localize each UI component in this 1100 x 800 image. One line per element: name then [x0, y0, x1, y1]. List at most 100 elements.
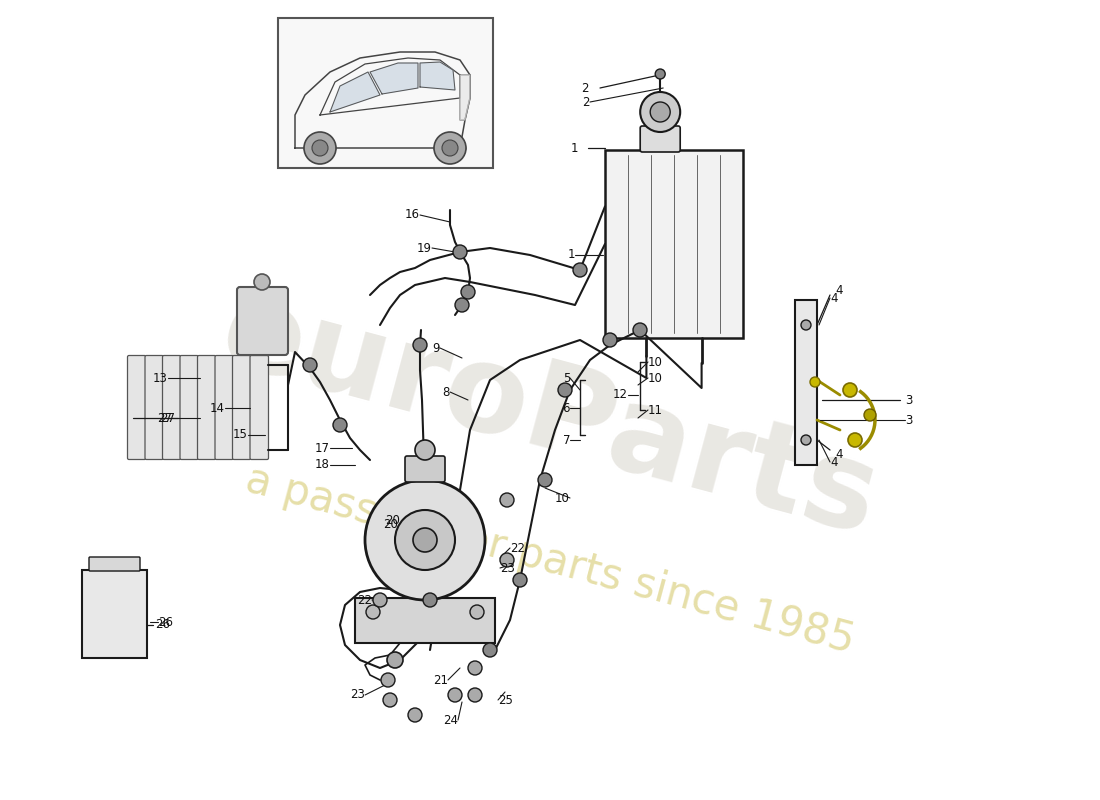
Circle shape: [302, 358, 317, 372]
Text: 27: 27: [160, 411, 175, 425]
FancyBboxPatch shape: [198, 355, 216, 459]
Circle shape: [453, 245, 468, 259]
FancyBboxPatch shape: [214, 355, 233, 459]
FancyBboxPatch shape: [640, 126, 680, 152]
Circle shape: [640, 92, 680, 132]
Text: 4: 4: [830, 455, 837, 469]
Text: 3: 3: [905, 414, 912, 426]
Text: 27: 27: [157, 411, 172, 425]
Text: 2: 2: [583, 95, 590, 109]
Circle shape: [304, 132, 336, 164]
Circle shape: [500, 493, 514, 507]
Text: 10: 10: [648, 371, 663, 385]
Circle shape: [848, 433, 862, 447]
Circle shape: [461, 285, 475, 299]
FancyBboxPatch shape: [128, 355, 146, 459]
Circle shape: [801, 320, 811, 330]
Text: 15: 15: [233, 429, 248, 442]
Text: 9: 9: [432, 342, 440, 354]
Circle shape: [383, 693, 397, 707]
Polygon shape: [330, 72, 380, 112]
Polygon shape: [460, 75, 470, 120]
Text: 22: 22: [358, 594, 372, 606]
Circle shape: [650, 102, 670, 122]
Circle shape: [483, 643, 497, 657]
Circle shape: [381, 673, 395, 687]
Text: 23: 23: [350, 689, 365, 702]
Text: 6: 6: [562, 402, 570, 414]
Circle shape: [434, 132, 466, 164]
Circle shape: [468, 661, 482, 675]
FancyBboxPatch shape: [232, 355, 251, 459]
FancyBboxPatch shape: [82, 570, 147, 658]
Circle shape: [513, 573, 527, 587]
Text: 1: 1: [568, 249, 575, 262]
Text: 4: 4: [835, 283, 843, 297]
Text: 2: 2: [582, 82, 588, 94]
Text: 26: 26: [155, 618, 170, 631]
Text: 1: 1: [571, 142, 578, 154]
Circle shape: [656, 69, 666, 79]
FancyBboxPatch shape: [355, 598, 495, 643]
Text: 24: 24: [443, 714, 458, 726]
Text: 8: 8: [442, 386, 450, 398]
Polygon shape: [420, 62, 455, 90]
Text: 12: 12: [613, 389, 628, 402]
Circle shape: [333, 418, 346, 432]
Circle shape: [415, 440, 434, 460]
Text: 5: 5: [562, 371, 570, 385]
Text: 20: 20: [383, 518, 398, 531]
Circle shape: [468, 688, 482, 702]
FancyBboxPatch shape: [180, 355, 198, 459]
Text: 11: 11: [648, 403, 663, 417]
Circle shape: [387, 652, 403, 668]
Text: 14: 14: [210, 402, 225, 414]
Circle shape: [470, 605, 484, 619]
Text: 22: 22: [510, 542, 525, 554]
FancyBboxPatch shape: [605, 150, 742, 338]
FancyBboxPatch shape: [163, 355, 182, 459]
Circle shape: [442, 140, 458, 156]
Circle shape: [801, 435, 811, 445]
Text: 10: 10: [556, 491, 570, 505]
Circle shape: [366, 605, 379, 619]
Text: 4: 4: [835, 449, 843, 462]
Text: 17: 17: [315, 442, 330, 454]
FancyBboxPatch shape: [795, 300, 817, 465]
Text: 23: 23: [500, 562, 515, 574]
Circle shape: [864, 409, 876, 421]
Circle shape: [373, 593, 387, 607]
FancyBboxPatch shape: [278, 18, 493, 168]
Circle shape: [365, 480, 485, 600]
Circle shape: [500, 553, 514, 567]
Circle shape: [408, 708, 422, 722]
Circle shape: [424, 593, 437, 607]
Circle shape: [632, 323, 647, 337]
Circle shape: [395, 510, 455, 570]
Circle shape: [412, 528, 437, 552]
Circle shape: [448, 688, 462, 702]
Circle shape: [312, 140, 328, 156]
Circle shape: [573, 263, 587, 277]
Circle shape: [810, 377, 820, 387]
FancyBboxPatch shape: [405, 456, 446, 482]
Circle shape: [843, 383, 857, 397]
Text: 13: 13: [153, 371, 168, 385]
Text: 16: 16: [405, 209, 420, 222]
FancyBboxPatch shape: [236, 287, 288, 355]
Circle shape: [254, 274, 270, 290]
Circle shape: [538, 473, 552, 487]
Text: a passion for parts since 1985: a passion for parts since 1985: [241, 458, 859, 662]
FancyBboxPatch shape: [250, 355, 268, 459]
Circle shape: [412, 338, 427, 352]
Polygon shape: [370, 63, 418, 94]
FancyBboxPatch shape: [89, 557, 140, 571]
Text: 7: 7: [562, 434, 570, 446]
FancyBboxPatch shape: [145, 355, 164, 459]
Text: 20: 20: [385, 514, 400, 526]
Text: 26: 26: [158, 615, 173, 629]
Text: 18: 18: [315, 458, 330, 471]
Circle shape: [603, 333, 617, 347]
Text: 19: 19: [417, 242, 432, 254]
Text: 21: 21: [433, 674, 448, 686]
